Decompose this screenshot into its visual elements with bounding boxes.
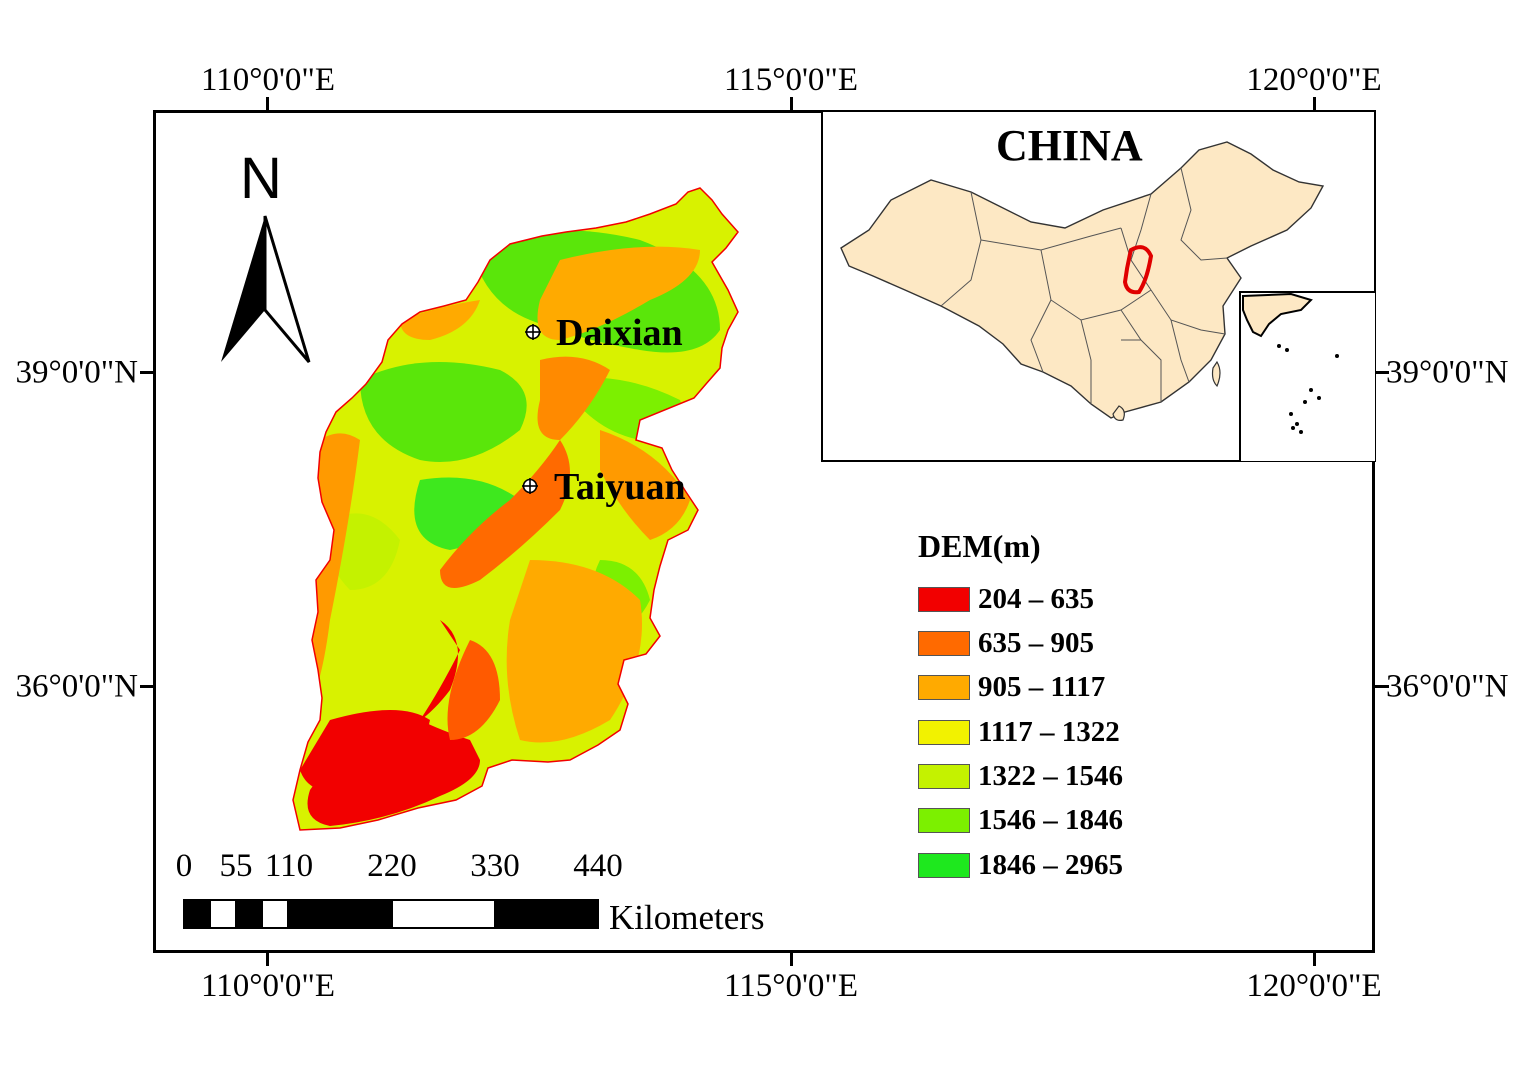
legend-label: 1322 – 1546 [978, 759, 1123, 792]
scale-bar-segment [287, 899, 393, 929]
tick-left-39 [140, 371, 154, 374]
legend-item: 204 – 635 [918, 582, 1094, 615]
legend-swatch [918, 852, 970, 878]
legend-label: 1117 – 1322 [978, 715, 1120, 748]
scale-unit-label: Kilometers [609, 898, 765, 937]
legend-item: 1117 – 1322 [918, 715, 1120, 748]
tick-left-36 [140, 685, 154, 688]
city-label-daixian: Daixian [556, 312, 683, 354]
legend-item: 635 – 905 [918, 626, 1094, 659]
north-arrow-icon [221, 215, 311, 363]
legend-label: 635 – 905 [978, 626, 1094, 659]
lon-label-top-115: 115°0'0"E [723, 62, 859, 98]
lon-label-bottom-110: 110°0'0"E [200, 968, 336, 1004]
legend-swatch [918, 630, 970, 656]
lon-label-top-110: 110°0'0"E [200, 62, 336, 98]
scale-bar-segment [261, 899, 289, 929]
legend-swatch [918, 719, 970, 745]
lon-label-bottom-115: 115°0'0"E [723, 968, 859, 1004]
lon-label-top-120: 120°0'0"E [1246, 62, 1382, 98]
scale-bar-segment [209, 899, 237, 929]
scale-tick-label: 220 [367, 848, 417, 884]
legend-swatch [918, 674, 970, 700]
tick-bottom-110 [266, 952, 269, 966]
scale-tick-label: 55 [219, 848, 253, 884]
tick-right-36 [1375, 685, 1389, 688]
map-frame [153, 110, 1375, 953]
tick-bottom-120 [1313, 952, 1316, 966]
legend-swatch [918, 586, 970, 612]
scale-bar-segment [235, 899, 263, 929]
scale-tick-label: 330 [470, 848, 520, 884]
tick-top-110 [266, 97, 269, 111]
legend-title: DEM(m) [918, 528, 1041, 564]
city-marker-icon [522, 478, 538, 494]
scale-bar-segment [183, 899, 211, 929]
legend-item: 905 – 1117 [918, 670, 1106, 703]
lat-label-right-36: 36°0'0"N [1386, 668, 1509, 705]
legend-label: 1546 – 1846 [978, 803, 1123, 836]
tick-bottom-115 [790, 952, 793, 966]
scale-tick-label: 0 [175, 848, 193, 884]
legend-item: 1846 – 2965 [918, 848, 1123, 881]
lon-label-bottom-120: 120°0'0"E [1246, 968, 1382, 1004]
legend-label: 905 – 1117 [978, 670, 1106, 703]
tick-top-115 [790, 97, 793, 111]
scale-tick-label: 440 [573, 848, 623, 884]
scale-bar-segment [494, 899, 599, 929]
legend-item: 1322 – 1546 [918, 759, 1123, 792]
legend-swatch [918, 807, 970, 833]
city-marker-icon [525, 324, 541, 340]
china-outline [840, 141, 1376, 462]
tick-top-120 [1313, 97, 1316, 111]
legend-swatch [918, 763, 970, 789]
lat-label-left-36: 36°0'0"N [15, 668, 138, 705]
legend-label: 1846 – 2965 [978, 848, 1123, 881]
lat-label-left-39: 39°0'0"N [15, 354, 138, 391]
legend-label: 204 – 635 [978, 582, 1094, 615]
tick-right-39 [1375, 371, 1389, 374]
north-letter: N [240, 146, 282, 211]
inset-title: CHINA [996, 121, 1143, 170]
lat-label-right-39: 39°0'0"N [1386, 354, 1509, 391]
scale-tick-label: 110 [264, 848, 314, 884]
city-label-taiyuan: Taiyuan [554, 466, 686, 508]
scale-bar-segment [391, 899, 497, 929]
legend-item: 1546 – 1846 [918, 803, 1123, 836]
